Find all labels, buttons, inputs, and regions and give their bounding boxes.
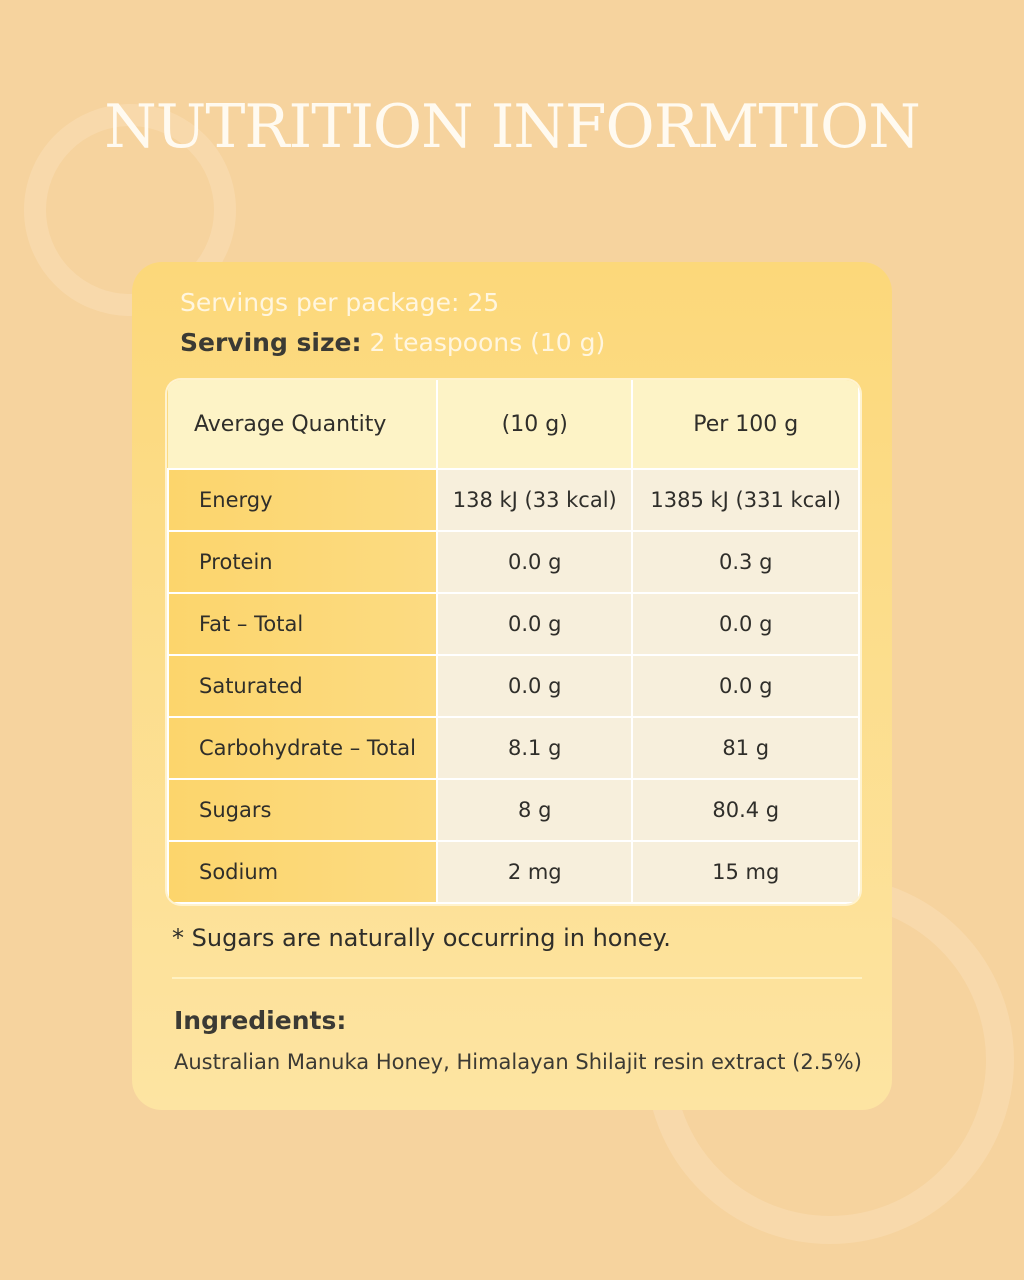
nutrient-value: 81 g (631, 716, 860, 780)
nutrient-value: 8 g (435, 778, 634, 842)
table-row: Carbohydrate – Total 8.1 g 81 g (167, 716, 860, 780)
table-row: Saturated 0.0 g 0.0 g (167, 654, 860, 718)
nutrient-name: Energy (167, 468, 438, 532)
table-row: Sugars 8 g 80.4 g (167, 778, 860, 842)
nutrient-value: 0.0 g (435, 654, 634, 718)
nutrient-name: Protein (167, 530, 438, 594)
serving-size-value: 2 teaspoons (10 g) (369, 328, 606, 357)
nutrient-value: 0.0 g (631, 592, 860, 656)
serving-size: Serving size: 2 teaspoons (10 g) (180, 328, 605, 357)
header-row: Average Quantity (10 g) Per 100 g (168, 380, 860, 469)
nutrient-name: Saturated (167, 654, 438, 718)
nutrient-value: 2 mg (435, 840, 634, 904)
header-cell: Per 100 g (632, 380, 860, 469)
nutrient-name: Sugars (167, 778, 438, 842)
table-body: Energy 138 kJ (33 kcal) 1385 kJ (331 kcal)… (167, 468, 860, 904)
ingredients-heading: Ingredients: (174, 1006, 347, 1035)
footnote: * Sugars are naturally occurring in hone… (172, 924, 671, 952)
nutrient-value: 0.0 g (435, 530, 634, 594)
nutrient-value: 0.0 g (435, 592, 634, 656)
header-cell: (10 g) (437, 380, 634, 469)
nutrient-value: 0.0 g (631, 654, 860, 718)
servings-per-package: Servings per package: 25 (180, 288, 500, 317)
nutrient-value: 138 kJ (33 kcal) (435, 468, 634, 532)
nutrient-value: 1385 kJ (331 kcal) (631, 468, 860, 532)
table-row: Fat – Total 0.0 g 0.0 g (167, 592, 860, 656)
nutrition-card: Servings per package: 25 Serving size: 2… (132, 262, 892, 1110)
nutrient-value: 15 mg (631, 840, 860, 904)
nutrient-value: 0.3 g (631, 530, 860, 594)
serving-size-label: Serving size: (180, 328, 362, 357)
nutrient-name: Sodium (167, 840, 438, 904)
nutrient-name: Fat – Total (167, 592, 438, 656)
table-row: Energy 138 kJ (33 kcal) 1385 kJ (331 kcal) (167, 468, 860, 532)
ingredients-text: Australian Manuka Honey, Himalayan Shila… (174, 1050, 862, 1074)
nutrient-value: 8.1 g (435, 716, 634, 780)
table-row: Sodium 2 mg 15 mg (167, 840, 860, 904)
header-cell: Average Quantity (168, 380, 438, 469)
table-row: Protein 0.0 g 0.3 g (167, 530, 860, 594)
nutrient-name: Carbohydrate – Total (167, 716, 438, 780)
divider (172, 977, 862, 979)
nutrient-value: 80.4 g (631, 778, 860, 842)
title: NUTRITION INFORMTION (104, 92, 921, 162)
nutrition-table: Average Quantity (10 g) Per 100 g Energy 13… (167, 380, 860, 904)
